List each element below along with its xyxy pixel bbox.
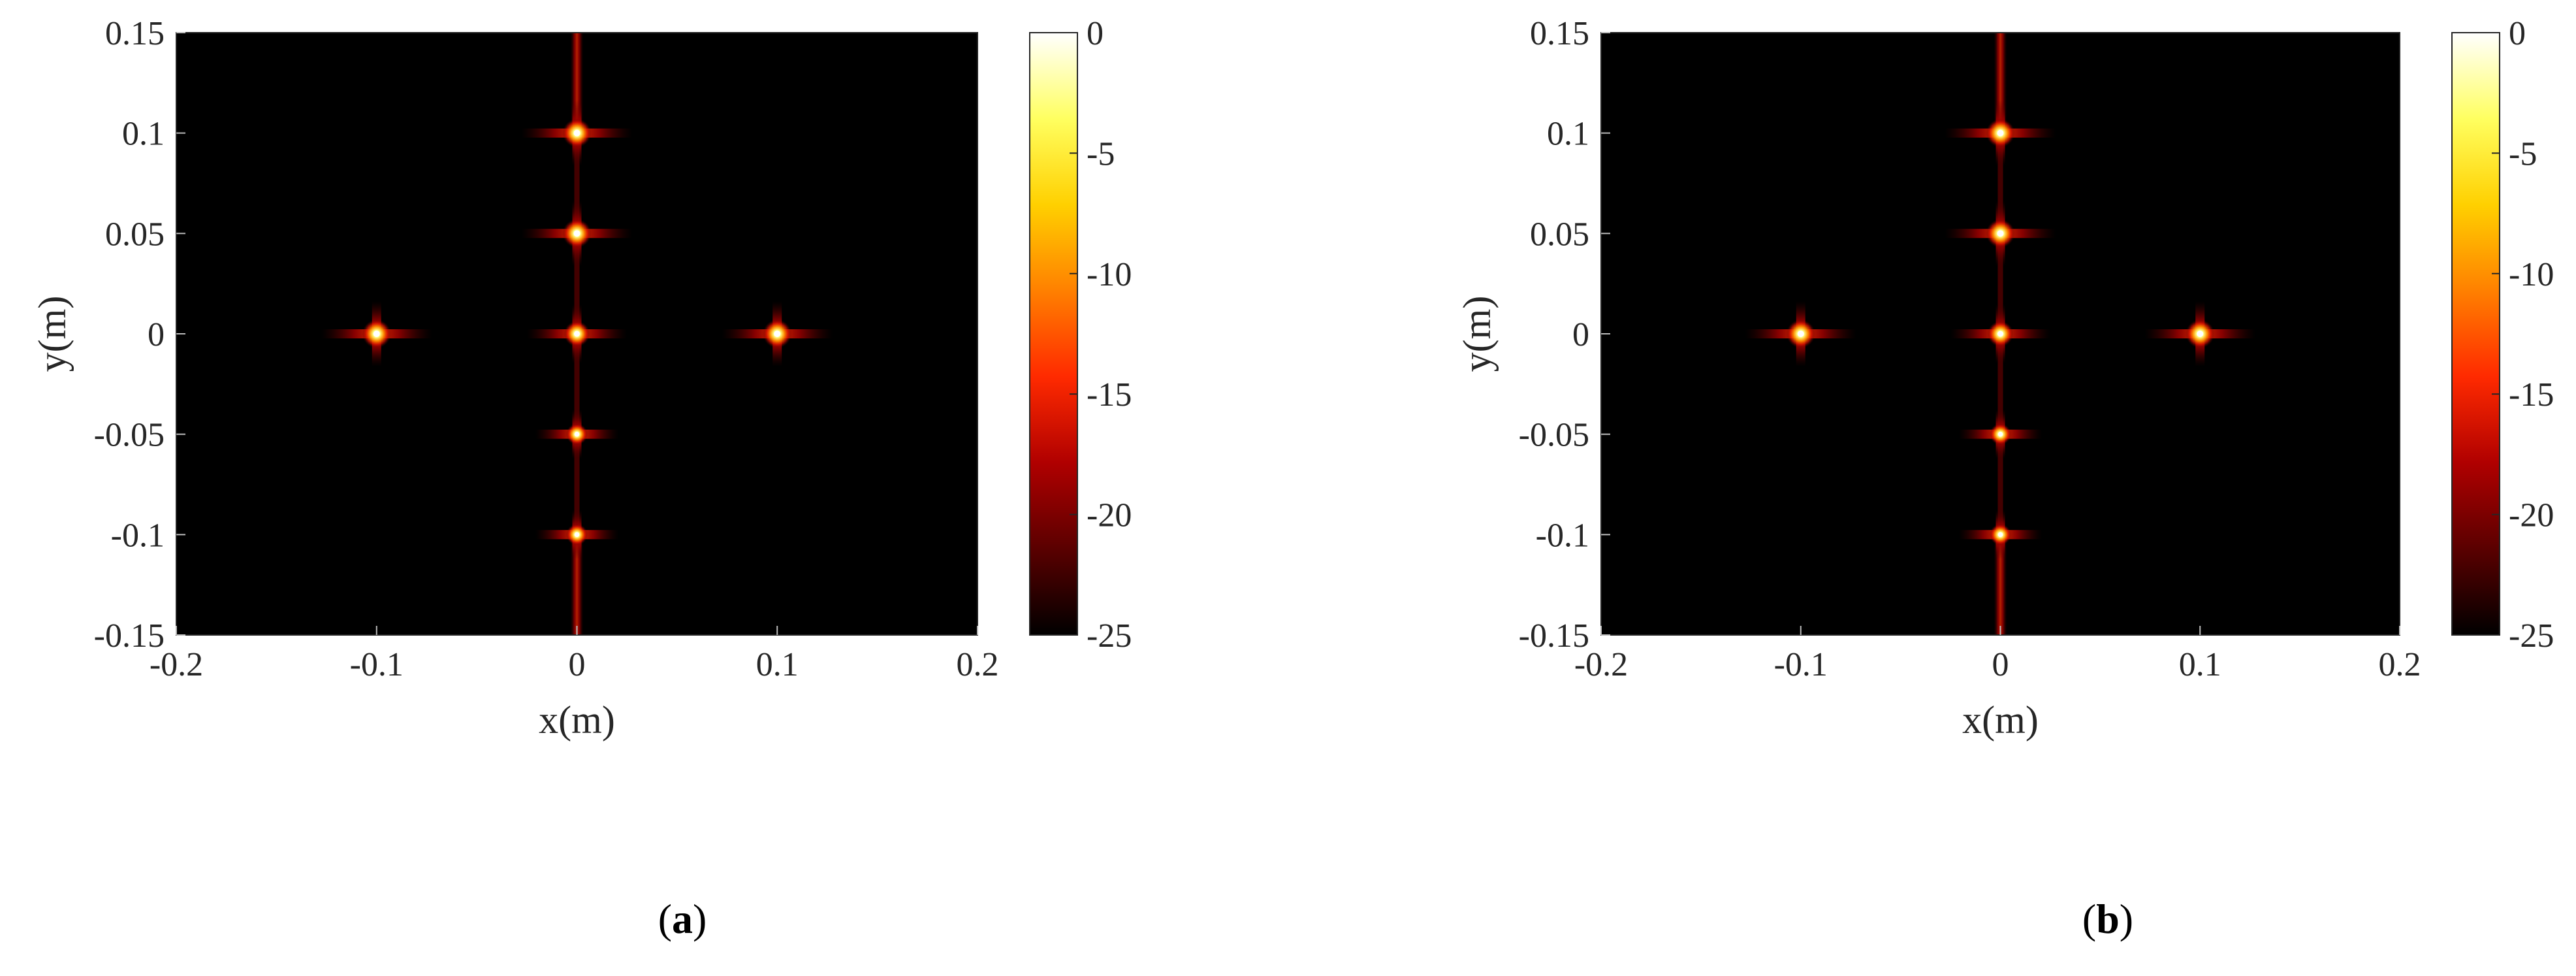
- y-tick-label: 0.15: [105, 15, 165, 52]
- point-target: [1945, 201, 2056, 267]
- peak: [774, 331, 781, 337]
- panel-b: -0.2 -0.1 0 0.1 0.2 0.15 0.1 0.05 0 -0.05 -0.1 -0.1…: [1455, 15, 2554, 741]
- point-target: [521, 100, 633, 166]
- peak: [574, 431, 580, 437]
- peak: [1997, 129, 2004, 137]
- colorbar: [2451, 32, 2500, 636]
- peak: [2197, 331, 2204, 337]
- y-tick-label: 0.1: [1547, 116, 1589, 153]
- x-tick-label: -0.2: [1574, 646, 1628, 683]
- y-tick-label: -0.1: [111, 517, 165, 554]
- x-tick-label: 0: [569, 646, 586, 683]
- panel-label-b: (b): [2082, 896, 2134, 942]
- point-target: [1745, 301, 1856, 366]
- image-content: [321, 33, 833, 635]
- peak: [573, 230, 580, 237]
- peak: [373, 331, 380, 337]
- peak: [1997, 230, 2004, 237]
- x-tick-label: 0: [1992, 646, 2009, 683]
- point-target: [527, 304, 627, 363]
- x-axis-label: x(m): [1962, 698, 2039, 741]
- colorbar-tick-label: -10: [2509, 256, 2554, 293]
- image-content: [1745, 33, 2256, 635]
- x-axis-label: x(m): [539, 698, 615, 741]
- point-target: [535, 510, 619, 559]
- y-tick-label: 0.05: [1530, 216, 1589, 253]
- y-tick-label: -0.05: [1519, 417, 1589, 454]
- point-target: [1958, 410, 2043, 459]
- x-tick-label: -0.2: [150, 646, 203, 683]
- y-tick-label: 0: [1572, 316, 1589, 353]
- y-tick-label: -0.05: [94, 417, 165, 454]
- y-tick-label: -0.15: [1519, 617, 1589, 655]
- colorbar-tick-label: -5: [2509, 135, 2537, 172]
- y-tick-label: 0: [148, 316, 165, 353]
- y-axis-label: y(m): [1455, 296, 1499, 372]
- y-axis-label: y(m): [31, 296, 74, 372]
- point-target: [2144, 301, 2256, 366]
- peak: [574, 331, 580, 337]
- x-tick-label: 0.2: [957, 646, 999, 683]
- colorbar-tick-label: -15: [2509, 376, 2554, 414]
- y-tick-label: -0.15: [94, 617, 165, 655]
- colorbar-tick-label: -20: [2509, 497, 2554, 534]
- colorbar: [1029, 32, 1078, 636]
- colorbar-tick-label: -5: [1087, 135, 1115, 172]
- point-target: [722, 301, 833, 366]
- peak: [1997, 532, 2003, 538]
- panel-a: -0.2 -0.1 0 0.1 0.2 0.15 0.1 0.05 0 -0.05 -0.1 -0.1…: [31, 15, 1132, 741]
- colorbar-tick-label: -20: [1087, 497, 1132, 534]
- colorbar-tick-label: 0: [2509, 15, 2526, 52]
- peak: [1997, 431, 2003, 437]
- point-target: [321, 301, 432, 366]
- point-target: [1950, 304, 2050, 363]
- peak: [573, 129, 580, 137]
- x-tick-label: 0.1: [2179, 646, 2221, 683]
- y-tick-label: 0.1: [122, 116, 165, 153]
- panel-label-a: (a): [658, 896, 707, 942]
- y-tick-label: 0.05: [105, 216, 165, 253]
- colorbar-tick-label: -10: [1087, 256, 1132, 293]
- colorbar-tick-label: -15: [1087, 376, 1132, 414]
- point-target: [1958, 510, 2043, 559]
- y-tick-label: 0.15: [1530, 15, 1589, 52]
- colorbar-tick-label: 0: [1087, 15, 1104, 52]
- y-tick-label: -0.1: [1536, 517, 1589, 554]
- colorbar-tick-label: -25: [2509, 617, 2554, 655]
- x-tick-label: 0.1: [756, 646, 799, 683]
- point-target: [1945, 100, 2056, 166]
- point-target: [521, 201, 633, 267]
- x-tick-label: -0.1: [350, 646, 404, 683]
- x-tick-label: -0.1: [1774, 646, 1828, 683]
- x-tick-label: 0.2: [2379, 646, 2421, 683]
- peak: [1997, 331, 2003, 337]
- point-target: [535, 410, 619, 459]
- peak: [574, 532, 580, 538]
- colorbar-tick-label: -25: [1087, 617, 1132, 655]
- peak: [1797, 331, 1804, 337]
